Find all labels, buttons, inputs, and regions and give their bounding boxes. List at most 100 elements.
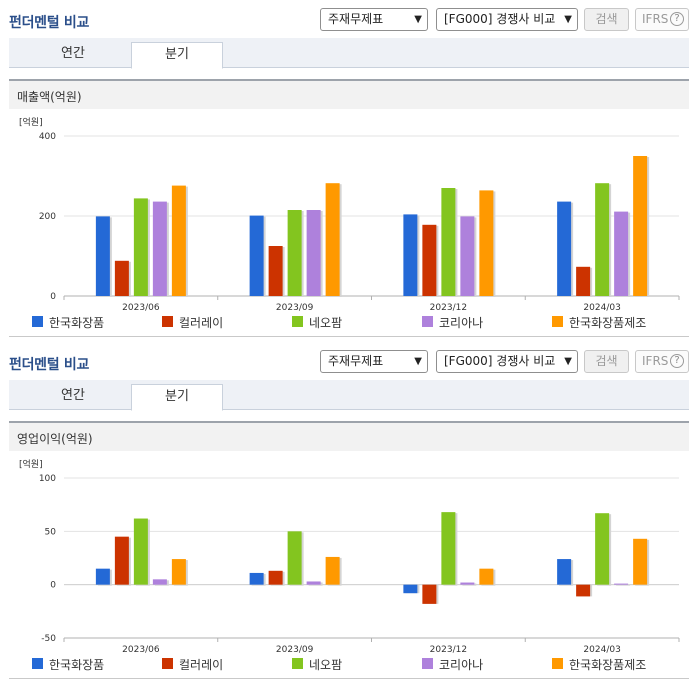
bar[interactable] <box>403 214 418 296</box>
bar[interactable] <box>557 201 572 296</box>
ifrs-label: IFRS <box>642 12 669 26</box>
bar[interactable] <box>614 211 629 296</box>
tab-quarterly[interactable]: 분기 <box>131 384 223 411</box>
bar[interactable] <box>460 216 475 296</box>
peer-group-select[interactable]: [FG000] 경쟁사 비교 ▼ <box>436 350 578 373</box>
legend-swatch <box>162 658 173 669</box>
tab-annual[interactable]: 연간 <box>61 46 85 61</box>
legend-swatch <box>422 658 433 669</box>
bar[interactable] <box>268 570 283 585</box>
x-tick-label: 2024/03 <box>583 645 620 654</box>
statement-select-value: 주재무제표 <box>328 12 384 26</box>
bar[interactable] <box>479 568 494 585</box>
bar[interactable] <box>287 210 302 296</box>
y-tick-label: 400 <box>39 132 56 142</box>
statement-select[interactable]: 주재무제표 ▼ <box>320 8 428 31</box>
y-tick-label: -50 <box>41 634 56 644</box>
y-tick-label: 100 <box>39 474 56 484</box>
search-button[interactable]: 검색 <box>584 8 629 31</box>
bar[interactable] <box>441 188 456 296</box>
bar[interactable] <box>133 198 148 296</box>
ifrs-button[interactable]: IFRS ? <box>635 8 689 31</box>
bar[interactable] <box>171 559 186 585</box>
bar[interactable] <box>557 559 572 585</box>
bar[interactable] <box>441 512 456 585</box>
metric-header: 영업이익(억원) <box>9 421 689 451</box>
bar[interactable] <box>306 210 321 296</box>
bar[interactable] <box>114 260 129 296</box>
chevron-down-icon: ▼ <box>564 356 572 367</box>
metric-label: 매출액(억원) <box>17 90 82 104</box>
legend-swatch <box>32 658 43 669</box>
chevron-down-icon: ▼ <box>414 356 422 367</box>
legend-swatch <box>292 658 303 669</box>
legend-label: 한국화장품제조 <box>569 316 647 330</box>
chart-legend: 한국화장품 컬러레이 네오팜 코리아나 한국화장품제조 <box>9 654 689 674</box>
bar[interactable] <box>249 572 264 585</box>
bar[interactable] <box>287 531 302 585</box>
bar[interactable] <box>171 185 186 296</box>
legend-label: 코리아나 <box>439 316 484 330</box>
statement-select[interactable]: 주재무제표 ▼ <box>320 350 428 373</box>
bar[interactable] <box>325 183 340 296</box>
chevron-down-icon: ▼ <box>414 14 422 25</box>
bar-shadow <box>616 584 631 586</box>
legend-swatch <box>32 316 43 327</box>
bar[interactable] <box>306 581 321 585</box>
revenue-chart-svg: [억원] 0 200 400 2023/06 2023/09 2023/12 2024/03 <box>19 116 680 312</box>
legend-label: 컬러레이 <box>179 316 224 330</box>
search-button[interactable]: 검색 <box>584 350 629 373</box>
bar[interactable] <box>152 579 167 585</box>
tab-quarterly[interactable]: 분기 <box>131 42 223 69</box>
operating-income-chart-svg: [억원] -50 0 50 100 2023/06 2023/09 2023/12 2024/0… <box>19 458 680 654</box>
bar[interactable] <box>95 568 110 585</box>
bar[interactable] <box>422 224 437 296</box>
divider <box>9 678 689 679</box>
help-icon[interactable]: ? <box>670 12 684 26</box>
bar[interactable] <box>576 584 591 597</box>
x-tick-label: 2023/09 <box>276 303 314 312</box>
ifrs-label: IFRS <box>642 354 669 368</box>
bar[interactable] <box>403 584 418 594</box>
bar[interactable] <box>576 266 591 296</box>
bar[interactable] <box>152 201 167 296</box>
help-icon[interactable]: ? <box>670 354 684 368</box>
bar[interactable] <box>95 216 110 296</box>
legend-label: 한국화장품 <box>49 316 105 330</box>
x-tick-label: 2023/06 <box>122 303 160 312</box>
x-tick-label: 2023/12 <box>430 303 467 312</box>
bar[interactable] <box>479 190 494 296</box>
legend-label: 네오팜 <box>309 658 343 672</box>
legend-swatch <box>292 316 303 327</box>
bar[interactable] <box>595 183 610 296</box>
bar[interactable] <box>460 582 475 585</box>
bar[interactable] <box>268 246 283 296</box>
legend-label: 한국화장품 <box>49 658 105 672</box>
peer-group-select-value: [FG000] 경쟁사 비교 <box>444 12 556 26</box>
bar[interactable] <box>114 536 129 585</box>
tab-annual[interactable]: 연간 <box>61 388 85 403</box>
legend-label: 한국화장품제조 <box>569 658 647 672</box>
panel-header: 펀더멘털 비교 주재무제표 ▼ [FG000] 경쟁사 비교 ▼ 검색 IFRS… <box>0 342 696 380</box>
bar[interactable] <box>133 518 148 585</box>
legend-label: 네오팜 <box>309 316 343 330</box>
revenue-chart: [억원] 0 200 400 2023/06 2023/09 2023/12 2024/03 <box>9 112 689 312</box>
ifrs-button[interactable]: IFRS ? <box>635 350 689 373</box>
y-tick-label: 0 <box>50 581 56 591</box>
x-tick-label: 2024/03 <box>583 303 620 312</box>
bar[interactable] <box>614 583 629 585</box>
bar[interactable] <box>325 556 340 585</box>
bar[interactable] <box>249 215 264 296</box>
fundamental-panel-revenue: 펀더멘털 비교 주재무제표 ▼ [FG000] 경쟁사 비교 ▼ 검색 IFRS… <box>9 8 689 337</box>
statement-select-value: 주재무제표 <box>328 354 384 368</box>
bar[interactable] <box>633 538 648 585</box>
x-tick-label: 2023/06 <box>122 645 160 654</box>
peer-group-select[interactable]: [FG000] 경쟁사 비교 ▼ <box>436 8 578 31</box>
y-unit-label: [억원] <box>19 116 43 128</box>
chevron-down-icon: ▼ <box>564 14 572 25</box>
bar[interactable] <box>633 156 648 296</box>
bar[interactable] <box>422 584 437 604</box>
bar[interactable] <box>595 513 610 585</box>
y-tick-label: 0 <box>50 292 56 302</box>
y-tick-label: 50 <box>45 527 57 537</box>
